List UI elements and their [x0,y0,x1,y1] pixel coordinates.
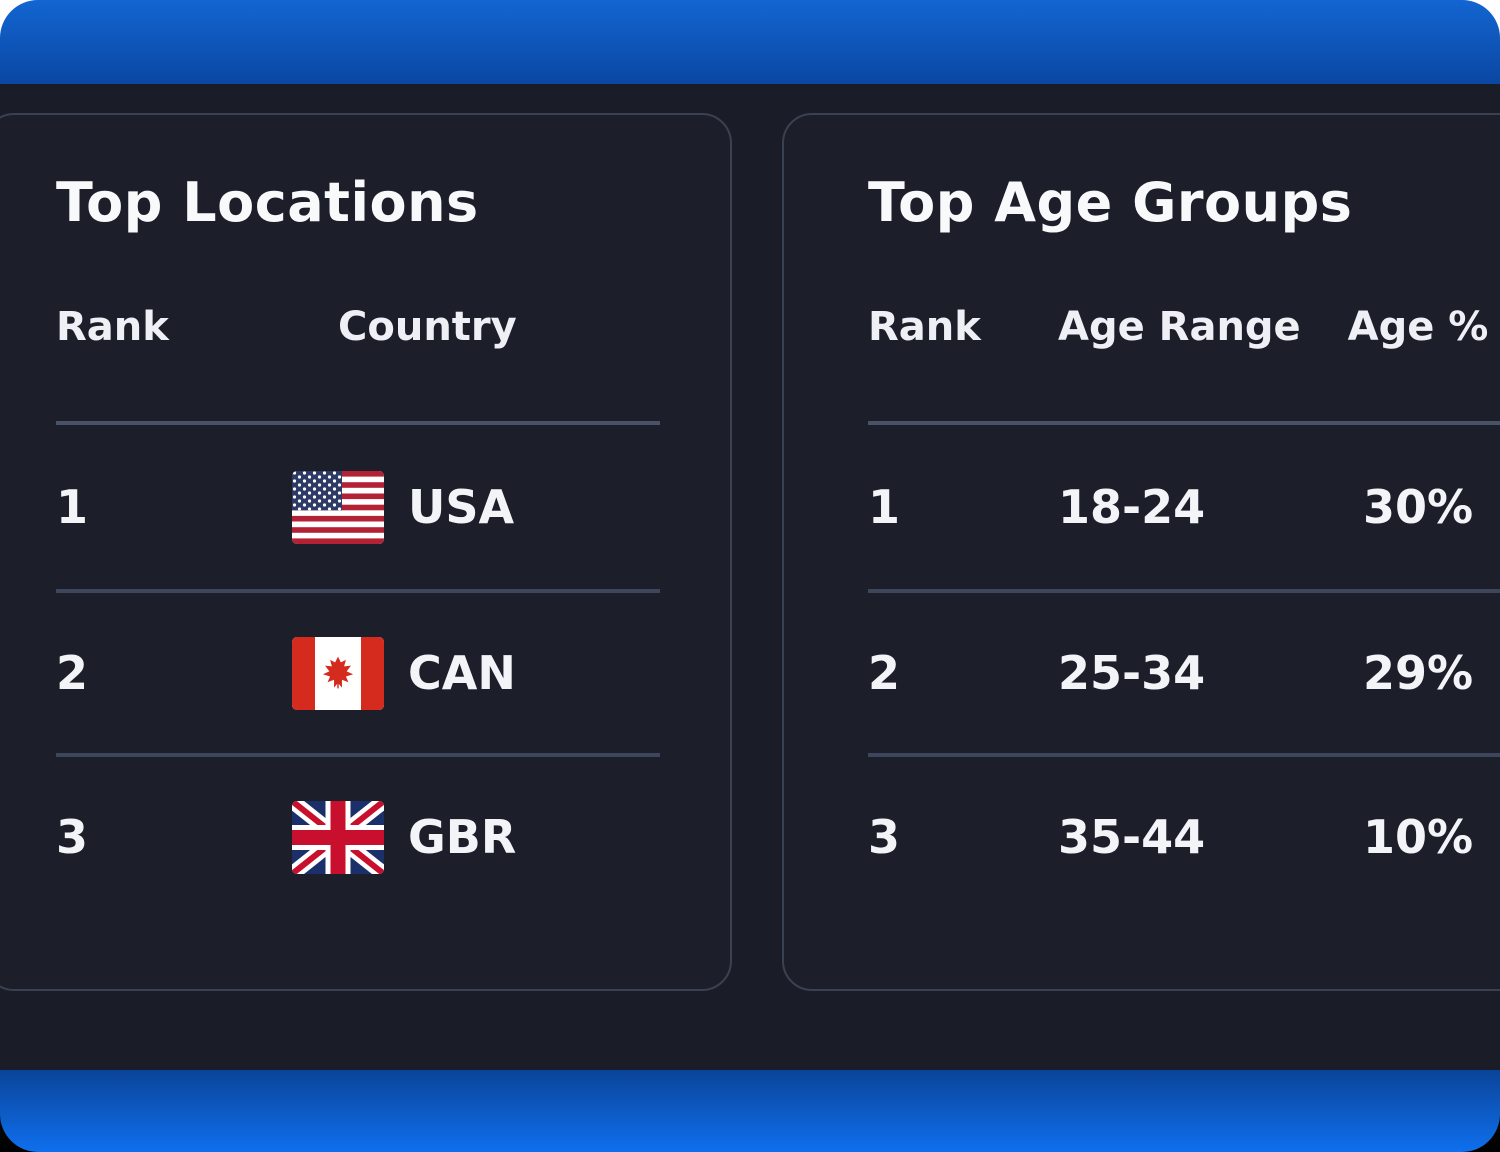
age-range-cell: 25-34 [1058,646,1206,700]
column-header-age-range: Age Range [1058,304,1301,350]
table-row: 1 [56,425,660,589]
country-cell: USA [292,470,660,544]
page-title: Top Locations [56,171,479,234]
top-locations-card: Top Locations Rank Country 1 [0,113,732,991]
rank-cell: 1 [56,480,89,534]
age-percent-cell: 29% [1362,646,1474,700]
table-header-row: Rank Age Range Age % [868,233,1500,425]
uk-flag-icon [292,800,384,874]
country-code: CAN [408,646,516,700]
column-header-rank: Rank [868,304,981,350]
table-row: 2 25-34 29% [868,589,1500,753]
country-cell: GBR [292,800,660,874]
table-row: 3 35-44 10% [868,753,1500,917]
table-row: 3 GBR [56,753,660,917]
rank-cell: 2 [868,646,901,700]
table-row: 1 18-24 30% [868,425,1500,589]
table-header-row: Rank Country [56,233,660,425]
column-header-age-percent: Age % [1347,304,1489,350]
column-header-rank: Rank [56,304,169,350]
usa-flag-icon [292,470,384,544]
country-code: GBR [408,810,517,864]
age-percent-cell: 30% [1362,480,1474,534]
age-range-cell: 18-24 [1058,480,1206,534]
table-row: 2 CAN [56,589,660,753]
rank-cell: 3 [868,810,901,864]
page-title: Top Age Groups [868,171,1353,234]
country-cell: CAN [292,636,660,710]
rank-cell: 3 [56,810,89,864]
rank-cell: 1 [868,480,901,534]
age-range-cell: 35-44 [1058,810,1206,864]
age-percent-cell: 10% [1362,810,1474,864]
rank-cell: 2 [56,646,89,700]
canada-flag-icon [292,636,384,710]
country-code: USA [408,480,515,534]
top-age-groups-card: Top Age Groups Rank Age Range Age % 1 18… [782,113,1500,991]
column-header-country: Country [338,304,517,350]
